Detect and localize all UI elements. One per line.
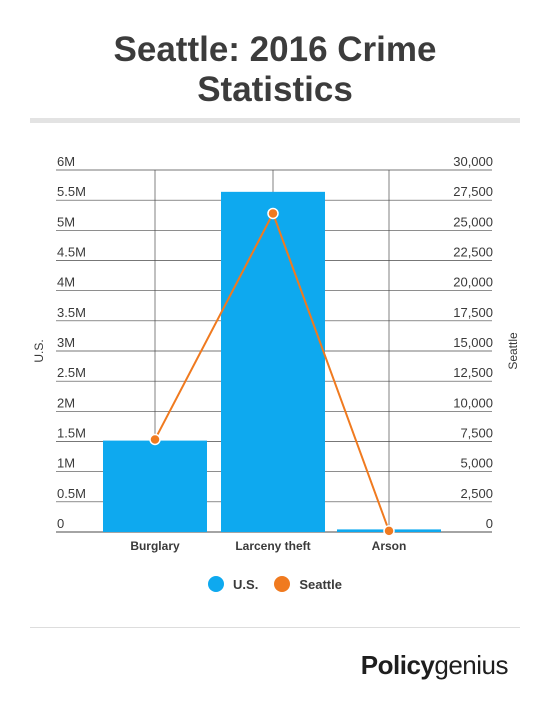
bar-us [103, 440, 207, 532]
chart-title: Seattle: 2016 Crime Statistics [0, 30, 550, 110]
legend-item-seattle[interactable]: Seattle [274, 576, 342, 592]
y-right-tick-label: 7,500 [460, 426, 493, 441]
title-line-1: Seattle: 2016 Crime [113, 30, 437, 69]
y-right-tick-label: 30,000 [453, 154, 493, 169]
y-right-tick-label: 12,500 [453, 365, 493, 380]
y-right-tick-label: 17,500 [453, 305, 493, 320]
y-right-tick-label: 2,500 [460, 486, 493, 501]
y-left-tick-label: 2M [57, 395, 75, 410]
point-seattle [383, 525, 395, 537]
legend-label-seattle: Seattle [299, 576, 342, 592]
brand-logo: Policygenius [360, 650, 509, 681]
y-left-tick-label: 1.5M [57, 426, 86, 441]
y-right-tick-label: 15,000 [453, 335, 493, 350]
combo-chart: 0 0 0.5M 2,500 1M 5,000 1.5M 7,500 2M 10,000 2.5M 1… [32, 154, 520, 553]
y-right-tick-label: 25,000 [453, 214, 493, 229]
x-tick-label: Arson [372, 539, 407, 553]
legend-swatch-seattle [274, 576, 291, 592]
brand-logo-part-1: Policy [360, 650, 435, 680]
y-right-tick-label: 0 [486, 516, 493, 531]
y-right-tick-label: 5,000 [460, 456, 493, 471]
title-line-2: Statistics [197, 70, 353, 109]
y-left-axis-title: U.S. [32, 339, 46, 362]
y-right-tick-label: 10,000 [453, 395, 493, 410]
bar-us [221, 191, 325, 532]
x-tick-label: Burglary [130, 539, 180, 553]
legend-label-us: U.S. [233, 576, 259, 592]
y-right-tick-label: 22,500 [453, 245, 493, 260]
y-left-tick-label: 2.5M [57, 365, 86, 380]
footer-divider [30, 627, 520, 628]
y-left-tick-label: 4M [57, 275, 75, 290]
y-left-tick-label: 0 [57, 516, 64, 531]
y-left-tick-label: 3.5M [57, 305, 86, 320]
x-tick-label: Larceny theft [235, 539, 310, 553]
legend-item-us[interactable]: U.S. [208, 576, 258, 592]
legend: U.S. Seattle [0, 576, 550, 592]
brand-logo-part-2: genius [434, 650, 508, 680]
point-seattle [267, 207, 279, 220]
y-right-tick-label: 20,000 [453, 275, 493, 290]
y-left-tick-label: 1M [57, 456, 75, 471]
y-left-tick-label: 5M [57, 214, 75, 229]
y-left-tick-label: 5.5M [57, 184, 86, 199]
y-right-axis-title: Seattle [506, 332, 520, 370]
y-right-tick-label: 27,500 [453, 184, 493, 199]
y-left-tick-label: 3M [57, 335, 75, 350]
y-left-tick-label: 4.5M [57, 245, 86, 260]
legend-swatch-us [208, 576, 225, 592]
point-seattle [149, 433, 161, 446]
y-left-tick-label: 6M [57, 154, 75, 169]
title-divider [30, 118, 520, 123]
y-left-tick-label: 0.5M [57, 486, 86, 501]
